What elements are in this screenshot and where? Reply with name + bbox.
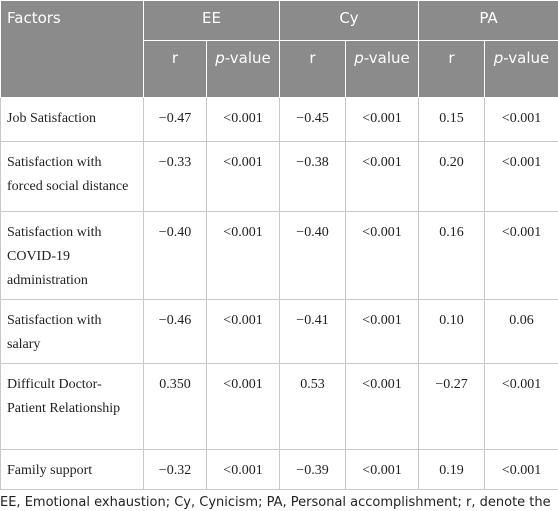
cell: <0.001 [484,211,558,300]
subheader-text: r [309,49,316,67]
header-row: Factors EE Cy PA [0,0,558,98]
table-row: Satisfaction with forced social distance… [0,141,558,212]
table-row: Satisfaction with COVID-19 administratio… [0,211,558,300]
group-header: Cy [278,0,420,41]
cell: <0.001 [344,141,420,212]
subheader-italic: p [215,49,225,67]
cell: 0.53 [279,363,346,450]
cell: −0.40 [279,211,346,300]
row-label: Job Satisfaction [0,97,144,142]
cell: 0.20 [418,141,486,212]
table-header: Factors EE Cy PA r p-value r p-value r p-value [0,0,558,98]
row-label: Satisfaction with forced social distance [0,141,144,212]
cell: <0.001 [344,363,420,450]
cell: −0.38 [279,141,346,212]
cell: −0.39 [279,449,346,490]
cell: <0.001 [344,449,420,490]
subheader-text: r [448,49,455,67]
cell: <0.001 [484,141,558,212]
subheader-text: -value [224,49,271,67]
cell: −0.27 [418,363,486,450]
subheader-italic: p [493,49,504,67]
cell: <0.001 [344,97,420,142]
subheader-row: r p-value r p-value r p-value [1,40,558,98]
cell: <0.001 [344,299,420,364]
table-row: Satisfaction with salary −0.46 <0.001 −0.41… [0,299,558,364]
cell: −0.45 [279,97,346,142]
cell: 0.16 [418,211,486,300]
cell: <0.001 [206,211,280,300]
cell: −0.32 [143,449,207,490]
cell: −0.33 [143,141,207,212]
subheader-cell: p-value [484,40,558,98]
footnote: EE, Emotional exhaustion; Cy, Cynicism; … [0,495,551,510]
subheader-text: -value [503,49,550,67]
subheader-cell: p-value [344,40,420,98]
cell: −0.40 [143,211,207,300]
cell: <0.001 [206,97,280,142]
cell: 0.15 [418,97,486,142]
cell: <0.001 [484,363,558,450]
cell: −0.46 [143,299,207,364]
subheader-text: -value [363,49,410,67]
table: Factors EE Cy PA r p-value r p-value r p-value Jo… [0,0,558,490]
subheader-cell: p-value [206,40,280,98]
subheader-text: r [171,49,179,67]
row-label: Family support [0,449,144,490]
cell: 0.06 [484,299,558,364]
cell: <0.001 [206,299,280,364]
row-label: Satisfaction with salary [0,299,144,364]
table-row: Difficult Doctor-Patient Relationship 0.3… [0,363,558,450]
cell: 0.19 [418,449,486,490]
cell: −0.47 [143,97,207,142]
cell: −0.41 [279,299,346,364]
subheader-cell: r [279,40,346,98]
row-label: Difficult Doctor-Patient Relationship [0,363,144,450]
subheader-italic: p [354,49,364,67]
group-header: EE [143,0,280,41]
cell: <0.001 [206,363,280,450]
cell: 0.350 [143,363,207,450]
table-row: Job Satisfaction −0.47 <0.001 −0.45 <0.001 0.… [0,97,558,142]
subheader-cell: r [143,40,207,98]
subheader-cell: r [418,40,486,98]
row-label: Satisfaction with COVID-19 administratio… [0,211,144,300]
cell: <0.001 [344,211,420,300]
cell: <0.001 [484,97,558,142]
group-header: PA [418,0,558,41]
table-body: Job Satisfaction −0.47 <0.001 −0.45 <0.001 0.… [0,97,558,490]
cell: <0.001 [206,449,280,490]
cell: <0.001 [206,141,280,212]
cell: <0.001 [484,449,558,490]
cell: 0.10 [418,299,486,364]
table-row: Family support −0.32 <0.001 −0.39 <0.001 0.19… [0,449,558,490]
header-cell: Factors [0,0,144,98]
